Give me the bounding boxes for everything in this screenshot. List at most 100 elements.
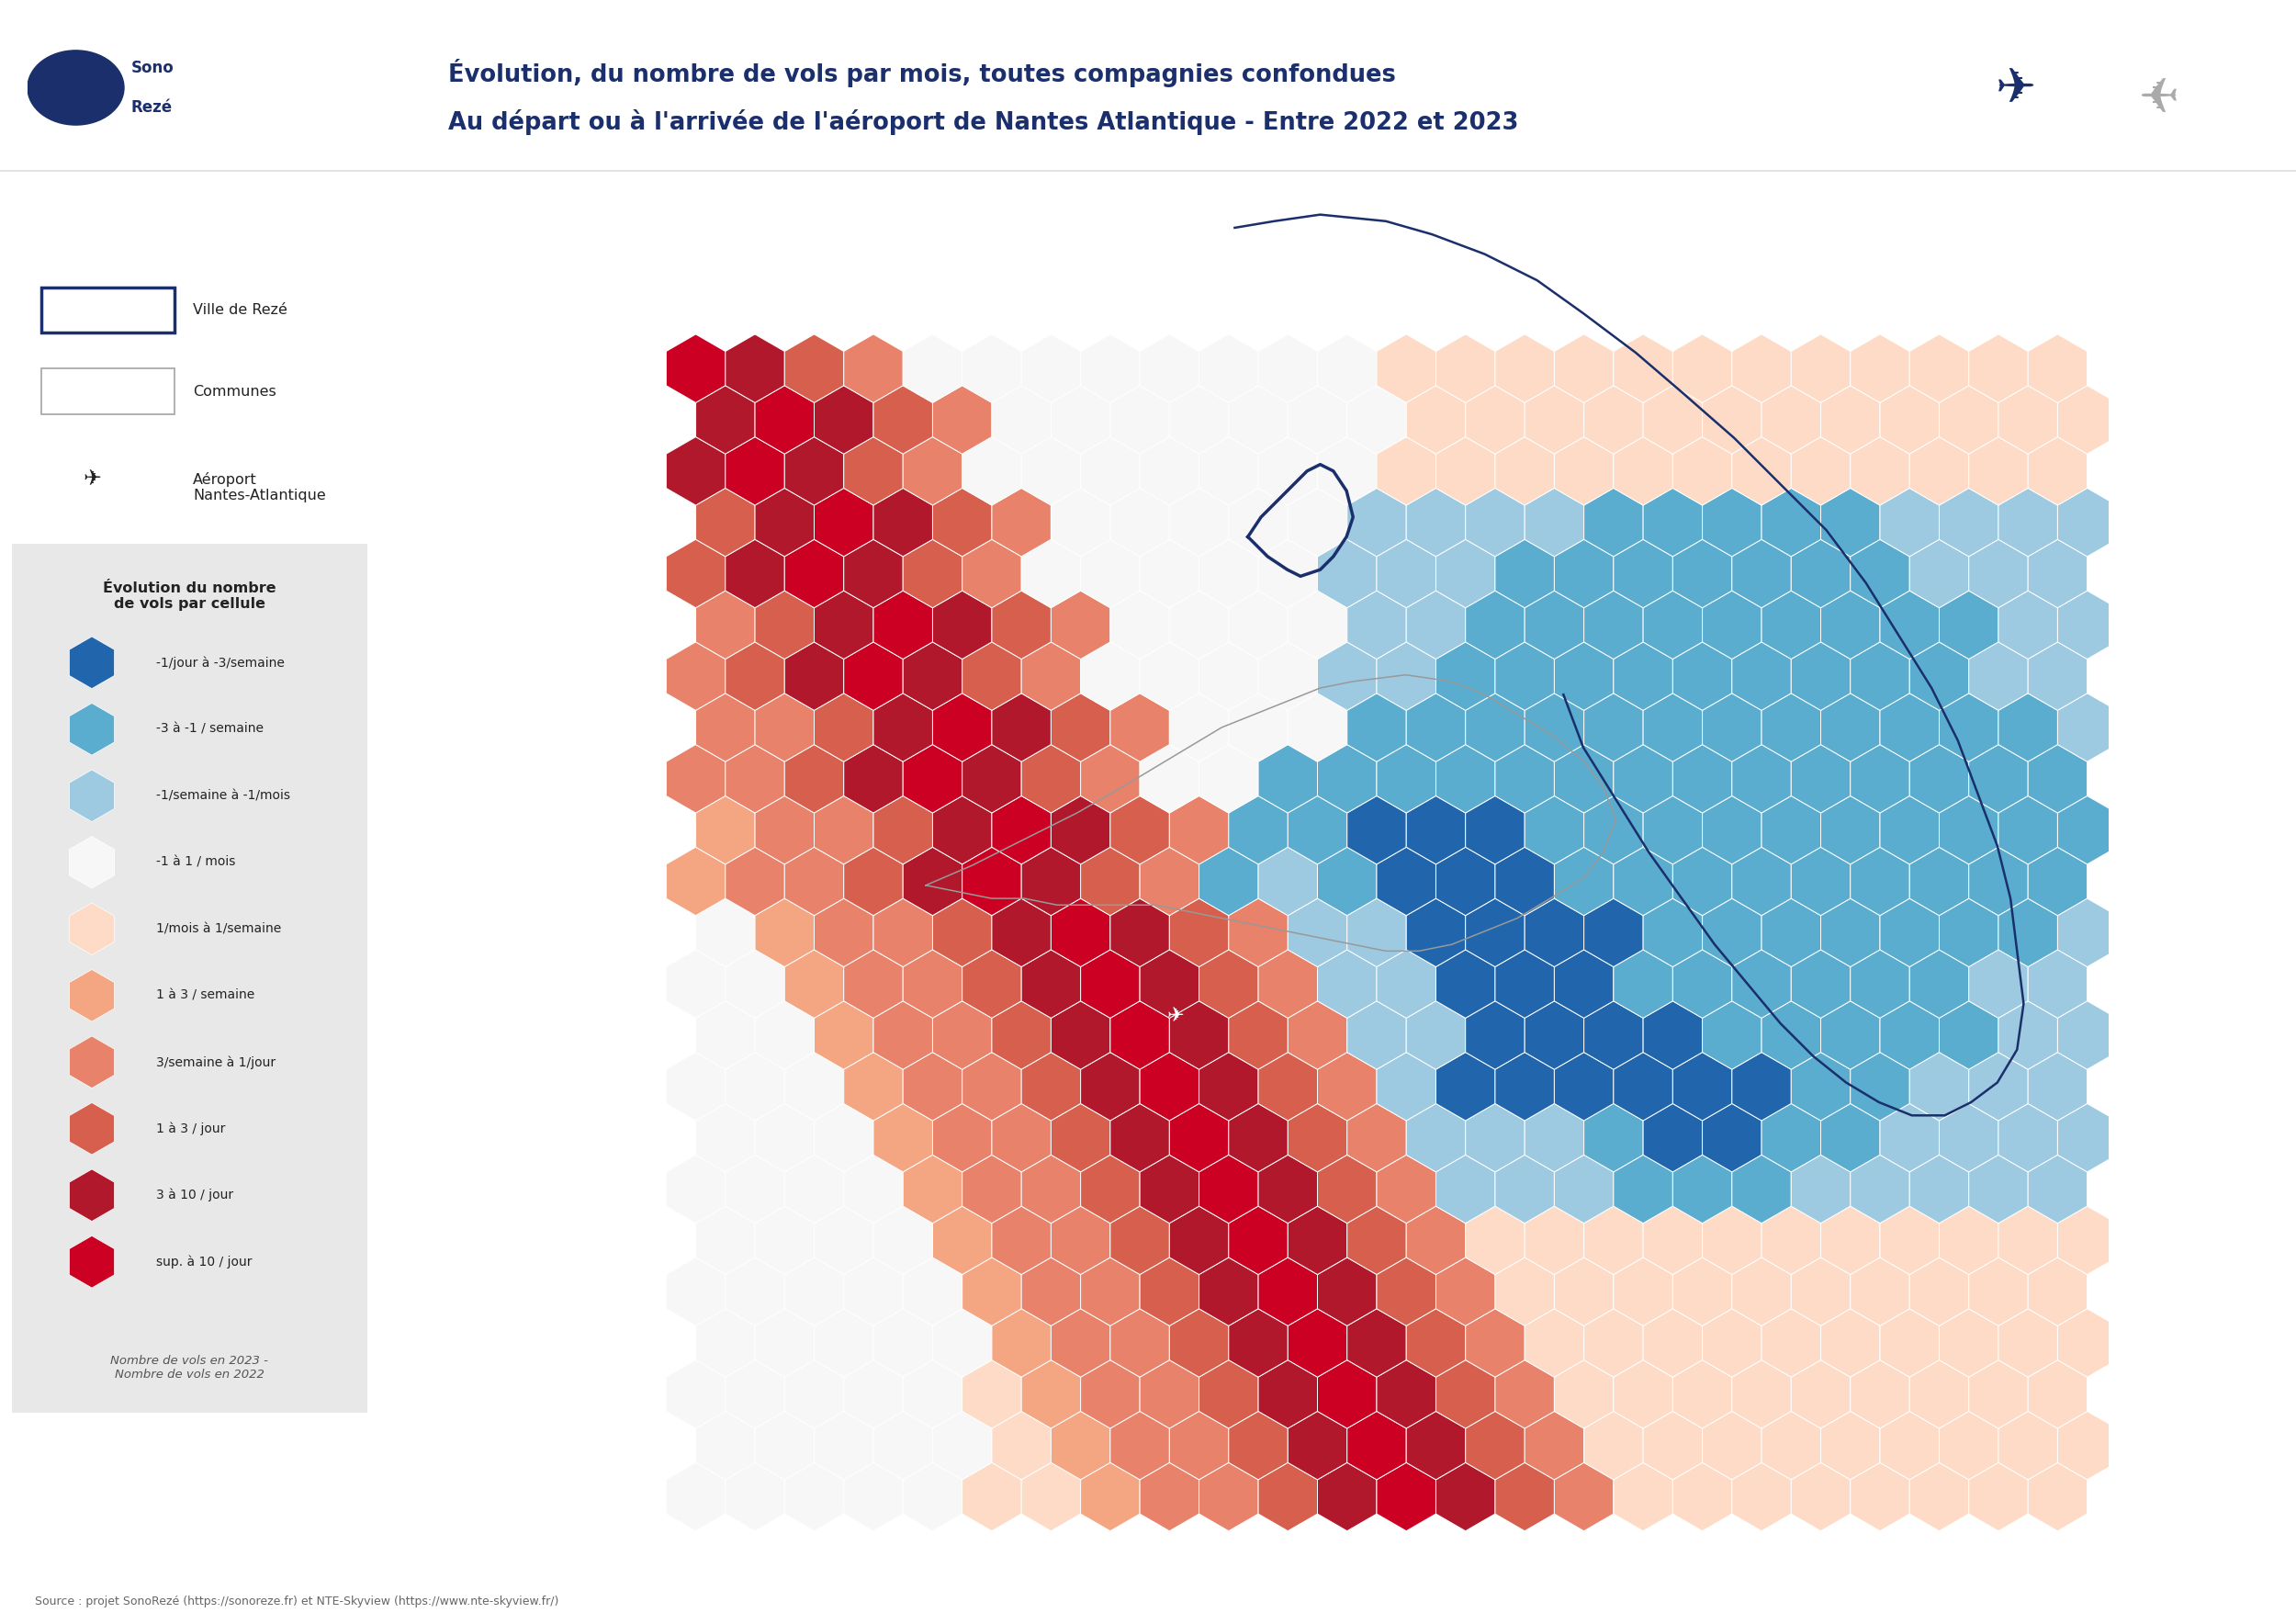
Polygon shape — [2057, 1309, 2117, 1377]
Polygon shape — [1968, 641, 2027, 710]
Polygon shape — [2057, 898, 2117, 966]
Polygon shape — [1348, 1309, 1405, 1377]
Polygon shape — [962, 1359, 1022, 1429]
Polygon shape — [785, 1155, 843, 1223]
Polygon shape — [1495, 437, 1554, 505]
Polygon shape — [1405, 693, 1465, 762]
Polygon shape — [1435, 335, 1495, 403]
Polygon shape — [1318, 335, 1378, 403]
Polygon shape — [1435, 848, 1495, 916]
Polygon shape — [1998, 489, 2057, 557]
Polygon shape — [1851, 335, 1910, 403]
Polygon shape — [1495, 1359, 1554, 1429]
Polygon shape — [815, 1207, 872, 1275]
Text: Ville de Rezé: Ville de Rezé — [193, 304, 287, 317]
Polygon shape — [1761, 693, 1821, 762]
Polygon shape — [1584, 1000, 1644, 1069]
Polygon shape — [1465, 1411, 1525, 1479]
Polygon shape — [992, 591, 1052, 659]
Polygon shape — [1821, 898, 1880, 966]
Polygon shape — [1880, 1207, 1940, 1275]
Polygon shape — [1378, 1463, 1435, 1531]
Polygon shape — [1761, 796, 1821, 864]
Polygon shape — [1139, 744, 1199, 814]
Polygon shape — [755, 1104, 815, 1173]
Polygon shape — [726, 1463, 785, 1531]
Polygon shape — [1880, 489, 1940, 557]
Polygon shape — [962, 1463, 1022, 1531]
Polygon shape — [1940, 1207, 1998, 1275]
Polygon shape — [1022, 335, 1081, 403]
Polygon shape — [1674, 335, 1731, 403]
Polygon shape — [1851, 641, 1910, 710]
Polygon shape — [1022, 1052, 1081, 1121]
Polygon shape — [696, 1411, 755, 1479]
Polygon shape — [1731, 1463, 1791, 1531]
Polygon shape — [1674, 848, 1731, 916]
Polygon shape — [1940, 796, 1998, 864]
Polygon shape — [1731, 848, 1791, 916]
Polygon shape — [2027, 950, 2087, 1018]
Polygon shape — [872, 1411, 932, 1479]
Polygon shape — [2057, 591, 2117, 659]
Polygon shape — [1022, 744, 1081, 814]
Polygon shape — [902, 1463, 962, 1531]
Polygon shape — [2027, 1359, 2087, 1429]
Polygon shape — [902, 950, 962, 1018]
Polygon shape — [1880, 796, 1940, 864]
Polygon shape — [1495, 1463, 1554, 1531]
Polygon shape — [962, 1257, 1022, 1325]
Polygon shape — [666, 539, 726, 607]
Text: ✈: ✈ — [1166, 1007, 1185, 1026]
Polygon shape — [1525, 1104, 1584, 1173]
Polygon shape — [1644, 693, 1701, 762]
Polygon shape — [1644, 489, 1701, 557]
Text: 3/semaine à 1/jour: 3/semaine à 1/jour — [156, 1056, 276, 1069]
Polygon shape — [1288, 796, 1348, 864]
Polygon shape — [1022, 641, 1081, 710]
Polygon shape — [696, 898, 755, 966]
Polygon shape — [785, 1463, 843, 1531]
Polygon shape — [1199, 1257, 1258, 1325]
Polygon shape — [872, 385, 932, 455]
Polygon shape — [785, 1257, 843, 1325]
Polygon shape — [1731, 641, 1791, 710]
Polygon shape — [696, 1207, 755, 1275]
Polygon shape — [1465, 1309, 1525, 1377]
Polygon shape — [755, 591, 815, 659]
Polygon shape — [962, 848, 1022, 916]
Polygon shape — [1998, 1411, 2057, 1479]
Text: Au départ ou à l'arrivée de l'aéroport de Nantes Atlantique - Entre 2022 et 2023: Au départ ou à l'arrivée de l'aéroport d… — [448, 109, 1518, 135]
Polygon shape — [1052, 1104, 1111, 1173]
Polygon shape — [1435, 744, 1495, 814]
Polygon shape — [962, 950, 1022, 1018]
Polygon shape — [1169, 489, 1228, 557]
Polygon shape — [755, 1411, 815, 1479]
Polygon shape — [1318, 1463, 1378, 1531]
Polygon shape — [1199, 950, 1258, 1018]
Polygon shape — [1584, 1104, 1644, 1173]
Polygon shape — [1169, 385, 1228, 455]
Polygon shape — [1525, 591, 1584, 659]
Polygon shape — [1405, 1000, 1465, 1069]
Polygon shape — [1348, 1000, 1405, 1069]
Polygon shape — [2057, 1411, 2117, 1479]
Polygon shape — [1495, 539, 1554, 607]
Polygon shape — [1701, 898, 1761, 966]
Polygon shape — [2027, 641, 2087, 710]
Polygon shape — [902, 848, 962, 916]
Polygon shape — [1465, 1207, 1525, 1275]
Polygon shape — [1910, 641, 1968, 710]
Polygon shape — [1139, 848, 1199, 916]
Polygon shape — [1674, 1463, 1731, 1531]
Polygon shape — [1614, 744, 1674, 814]
Polygon shape — [755, 693, 815, 762]
Polygon shape — [1731, 1257, 1791, 1325]
Polygon shape — [1584, 385, 1644, 455]
Polygon shape — [1791, 437, 1851, 505]
Polygon shape — [902, 437, 962, 505]
Polygon shape — [1348, 796, 1405, 864]
Polygon shape — [1435, 539, 1495, 607]
Polygon shape — [1998, 1000, 2057, 1069]
Polygon shape — [1022, 1463, 1081, 1531]
